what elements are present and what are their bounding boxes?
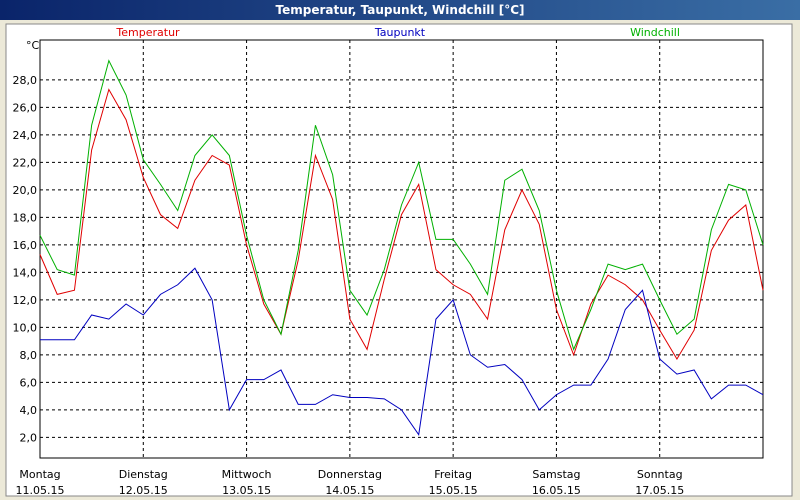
y-tick-label: 18,0 bbox=[13, 211, 38, 224]
y-tick-label: 28,0 bbox=[13, 74, 38, 87]
x-tick-date: 12.05.15 bbox=[119, 484, 168, 497]
y-tick-label: 14,0 bbox=[13, 266, 38, 279]
legend-entry: Windchill bbox=[630, 26, 680, 39]
x-tick-date: 13.05.15 bbox=[222, 484, 271, 497]
y-tick-label: 10,0 bbox=[13, 321, 38, 334]
series-line bbox=[40, 267, 764, 436]
y-tick-label: 2,0 bbox=[20, 431, 38, 444]
x-tick-label: Montag bbox=[19, 468, 60, 481]
x-tick-label: Sonntag bbox=[637, 468, 683, 481]
x-tick-label: Donnerstag bbox=[318, 468, 382, 481]
y-tick-label: 4,0 bbox=[20, 404, 38, 417]
legend-entry: Temperatur bbox=[115, 26, 180, 39]
x-tick-label: Mittwoch bbox=[222, 468, 272, 481]
y-tick-label: 24,0 bbox=[13, 129, 38, 142]
chart-title: Temperatur, Taupunkt, Windchill [°C] bbox=[276, 3, 525, 17]
y-tick-label: 6,0 bbox=[20, 376, 38, 389]
x-tick-date: 16.05.15 bbox=[532, 484, 581, 497]
y-tick-label: 20,0 bbox=[13, 184, 38, 197]
legend-entry: Taupunkt bbox=[374, 26, 426, 39]
series-line bbox=[39, 88, 764, 360]
y-tick-label: 26,0 bbox=[13, 101, 38, 114]
series-line bbox=[39, 59, 764, 351]
y-tick-label: 22,0 bbox=[13, 156, 38, 169]
x-tick-date: 17.05.15 bbox=[635, 484, 684, 497]
y-tick-label: 16,0 bbox=[13, 239, 38, 252]
x-tick-date: 14.05.15 bbox=[325, 484, 374, 497]
title-bar bbox=[0, 0, 800, 20]
y-unit: °C bbox=[26, 39, 40, 52]
x-tick-label: Freitag bbox=[434, 468, 472, 481]
x-tick-label: Dienstag bbox=[119, 468, 168, 481]
x-tick-date: 15.05.15 bbox=[429, 484, 478, 497]
plot-frame bbox=[39, 39, 764, 459]
y-tick-label: 8,0 bbox=[20, 349, 38, 362]
x-tick-label: Samstag bbox=[532, 468, 580, 481]
x-tick-date: 11.05.15 bbox=[16, 484, 65, 497]
y-tick-label: 12,0 bbox=[13, 294, 38, 307]
chart-panel bbox=[5, 23, 793, 497]
